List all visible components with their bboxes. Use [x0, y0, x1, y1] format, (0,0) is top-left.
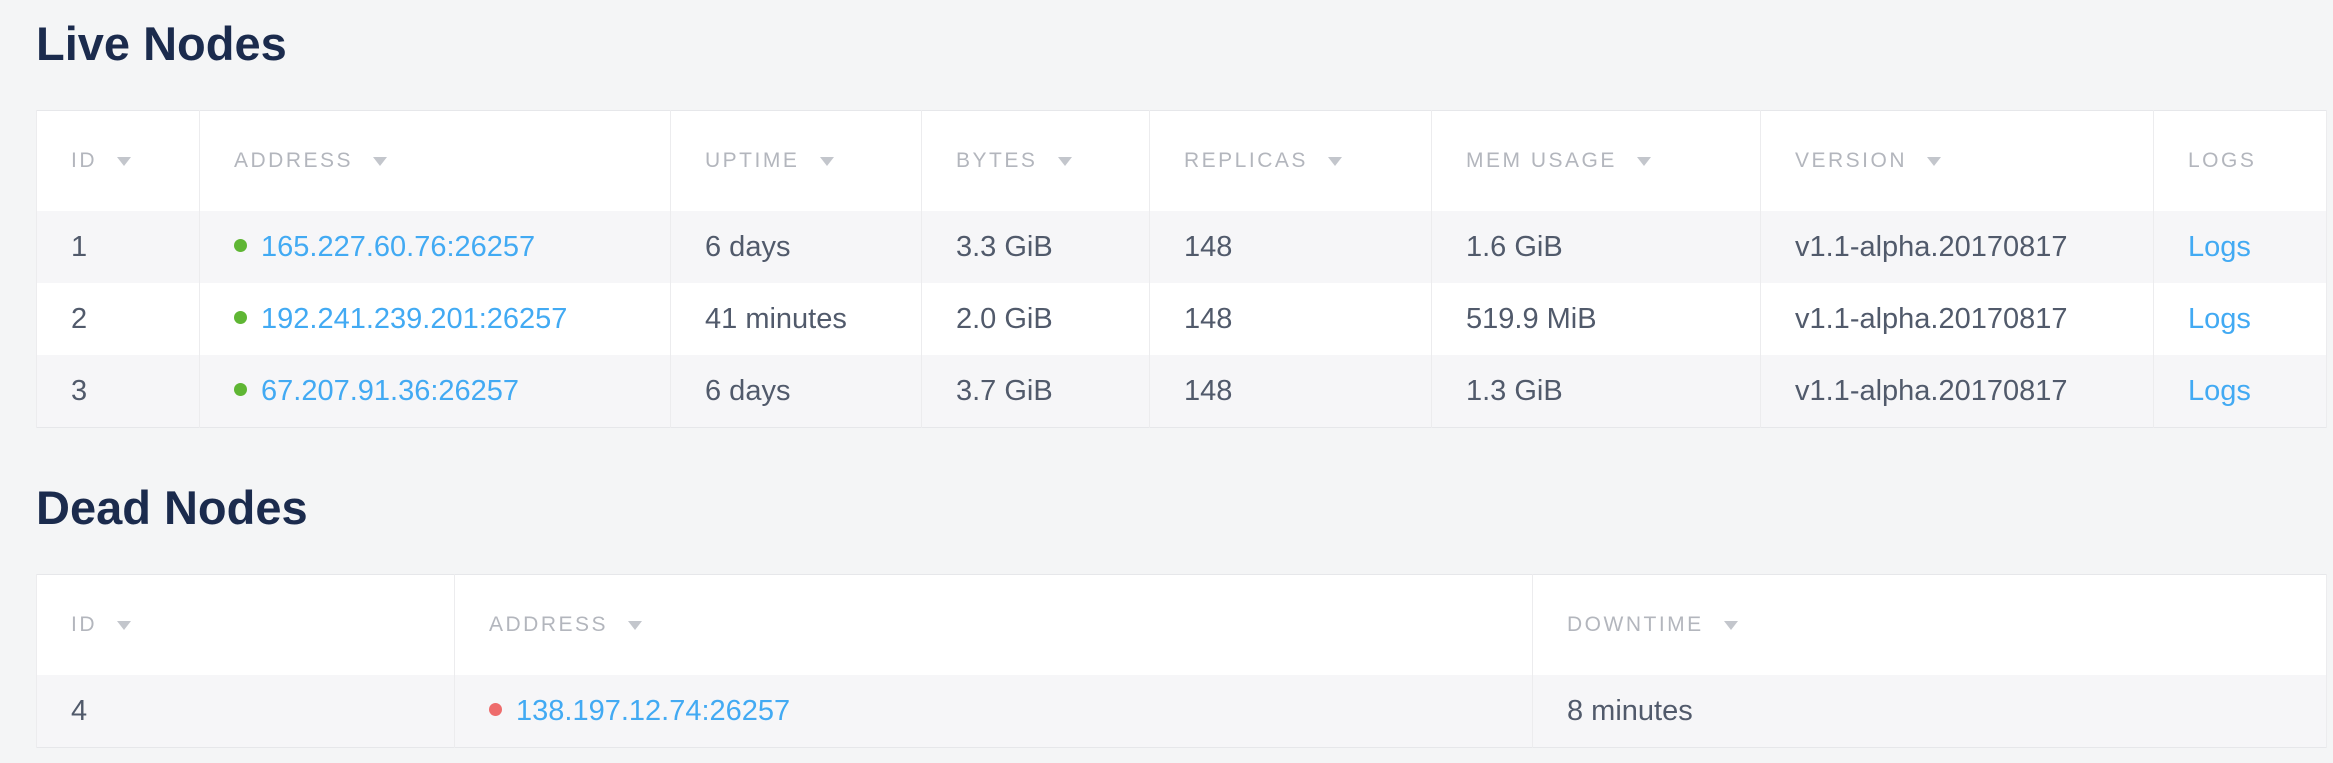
sort-arrow-icon: [1724, 620, 1738, 630]
live-nodes-heading: Live Nodes: [36, 17, 287, 70]
node-replicas-cell: 148: [1149, 355, 1432, 428]
column-header-mem-usage[interactable]: MEM USAGE: [1431, 110, 1761, 211]
node-address-link[interactable]: 165.227.60.76:26257: [261, 230, 536, 263]
node-downtime-cell: 8 minutes: [1532, 675, 2327, 748]
column-header-id[interactable]: ID: [36, 110, 200, 211]
dead-node-row: 4 138.197.12.74:26257 8 minutes: [36, 675, 2327, 748]
column-header-label: UPTIME: [705, 149, 800, 172]
node-logs-cell: Logs: [2153, 283, 2327, 355]
column-header-address[interactable]: ADDRESS: [199, 110, 671, 211]
node-logs-cell: Logs: [2153, 355, 2327, 428]
sort-arrow-icon: [117, 156, 132, 166]
column-header-label: LOGS: [2188, 149, 2257, 172]
node-logs-link[interactable]: Logs: [2188, 230, 2251, 263]
live-node-row: 1 165.227.60.76:26257 6 days 3.3 GiB 148…: [36, 211, 2327, 283]
node-mem-usage-cell: 1.3 GiB: [1431, 355, 1761, 428]
node-address-cell: 192.241.239.201:26257: [199, 283, 671, 355]
column-header-id[interactable]: ID: [36, 574, 455, 675]
column-header-bytes[interactable]: BYTES: [921, 110, 1150, 211]
column-header-downtime[interactable]: DOWNTIME: [1532, 574, 2327, 675]
node-id-cell: 4: [36, 675, 455, 748]
column-header-label: ID: [71, 613, 97, 636]
sort-arrow-icon: [1328, 156, 1343, 166]
column-header-version[interactable]: VERSION: [1760, 110, 2154, 211]
node-bytes-cell: 2.0 GiB: [921, 283, 1150, 355]
node-uptime-cell: 41 minutes: [670, 283, 922, 355]
node-id-cell: 3: [36, 355, 200, 428]
column-header-address[interactable]: ADDRESS: [454, 574, 1533, 675]
node-id-cell: 1: [36, 211, 200, 283]
node-version-cell: v1.1-alpha.20170817: [1760, 211, 2154, 283]
dead-status-icon: [489, 703, 502, 717]
node-address-cell: 138.197.12.74:26257: [454, 675, 1533, 748]
node-mem-usage-cell: 519.9 MiB: [1431, 283, 1761, 355]
column-header-label: DOWNTIME: [1567, 613, 1704, 636]
node-replicas-cell: 148: [1149, 283, 1432, 355]
column-header-label: MEM USAGE: [1466, 149, 1617, 172]
live-table-header-row: ID ADDRESS UPTIME BYTES: [36, 110, 2327, 211]
sort-arrow-icon: [819, 156, 834, 166]
column-header-label: ID: [71, 149, 97, 172]
sort-arrow-icon: [117, 620, 132, 630]
dead-table-header-row: ID ADDRESS DOWNTIME: [36, 574, 2327, 675]
sort-arrow-icon: [373, 156, 388, 166]
sort-arrow-icon: [1927, 156, 1942, 166]
node-version-cell: v1.1-alpha.20170817: [1760, 283, 2154, 355]
dead-nodes-table: ID ADDRESS DOWNTIME 4: [36, 574, 2327, 748]
node-logs-cell: Logs: [2153, 211, 2327, 283]
live-node-row: 2 192.241.239.201:26257 41 minutes 2.0 G…: [36, 283, 2327, 355]
node-replicas-cell: 148: [1149, 211, 1432, 283]
node-address-link[interactable]: 67.207.91.36:26257: [261, 374, 520, 407]
column-header-replicas[interactable]: REPLICAS: [1149, 110, 1432, 211]
node-version-cell: v1.1-alpha.20170817: [1760, 355, 2154, 428]
live-node-row: 3 67.207.91.36:26257 6 days 3.7 GiB 148 …: [36, 355, 2327, 428]
column-header-label: BYTES: [956, 149, 1038, 172]
live-status-icon: [234, 239, 247, 253]
column-header-label: REPLICAS: [1184, 149, 1308, 172]
node-mem-usage-cell: 1.6 GiB: [1431, 211, 1761, 283]
node-uptime-cell: 6 days: [670, 355, 922, 428]
node-logs-link[interactable]: Logs: [2188, 302, 2251, 335]
sort-arrow-icon: [1057, 156, 1072, 166]
live-status-icon: [234, 383, 247, 397]
dead-nodes-heading: Dead Nodes: [36, 481, 308, 534]
node-bytes-cell: 3.3 GiB: [921, 211, 1150, 283]
node-address-cell: 67.207.91.36:26257: [199, 355, 671, 428]
sort-arrow-icon: [1637, 156, 1652, 166]
column-header-label: ADDRESS: [489, 613, 609, 636]
live-nodes-table: ID ADDRESS UPTIME BYTES: [36, 110, 2327, 428]
node-uptime-cell: 6 days: [670, 211, 922, 283]
live-status-icon: [234, 311, 247, 325]
node-logs-link[interactable]: Logs: [2188, 374, 2251, 407]
node-id-cell: 2: [36, 283, 200, 355]
column-header-logs: LOGS: [2153, 110, 2327, 211]
node-address-link[interactable]: 192.241.239.201:26257: [261, 302, 568, 335]
column-header-label: VERSION: [1795, 149, 1908, 172]
sort-arrow-icon: [628, 620, 643, 630]
column-header-label: ADDRESS: [234, 149, 354, 172]
node-address-cell: 165.227.60.76:26257: [199, 211, 671, 283]
node-address-link[interactable]: 138.197.12.74:26257: [516, 694, 791, 727]
node-bytes-cell: 3.7 GiB: [921, 355, 1150, 428]
column-header-uptime[interactable]: UPTIME: [670, 110, 922, 211]
